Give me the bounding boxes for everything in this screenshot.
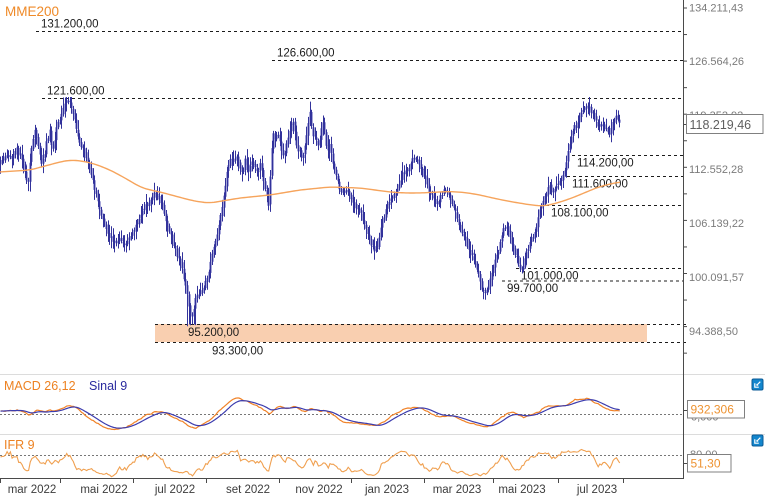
svg-text:111.600,00: 111.600,00 — [572, 179, 628, 191]
svg-text:932,306: 932,306 — [691, 403, 735, 417]
svg-text:108.100,00: 108.100,00 — [551, 208, 609, 220]
svg-text:jul 2022: jul 2022 — [154, 484, 195, 496]
svg-text:nov 2022: nov 2022 — [295, 484, 342, 496]
svg-text:mai 2022: mai 2022 — [80, 484, 127, 496]
svg-text:126.600,00: 126.600,00 — [277, 48, 335, 60]
svg-text:126.564,26: 126.564,26 — [689, 56, 744, 68]
svg-text:131.200,00: 131.200,00 — [41, 19, 99, 31]
svg-text:mar 2022: mar 2022 — [8, 484, 57, 496]
svg-text:set 2022: set 2022 — [226, 484, 270, 496]
svg-text:94.388,50: 94.388,50 — [689, 326, 738, 338]
svg-text:IFR 9: IFR 9 — [4, 438, 35, 452]
svg-text:jul 2023: jul 2023 — [576, 484, 617, 496]
svg-text:jan 2023: jan 2023 — [364, 484, 409, 496]
svg-text:MACD 26,12: MACD 26,12 — [4, 379, 76, 393]
svg-text:mai 2023: mai 2023 — [498, 484, 545, 496]
svg-text:112.552,28: 112.552,28 — [689, 164, 743, 176]
svg-text:95.200,00: 95.200,00 — [188, 327, 239, 339]
svg-text:121.600,00: 121.600,00 — [47, 86, 105, 98]
svg-text:106.139,22: 106.139,22 — [689, 218, 744, 230]
svg-text:99.700,00: 99.700,00 — [507, 283, 558, 295]
svg-text:134.211,43: 134.211,43 — [689, 3, 743, 15]
svg-text:MME200: MME200 — [5, 4, 59, 19]
svg-text:101.000,00: 101.000,00 — [521, 271, 579, 283]
svg-text:114.200,00: 114.200,00 — [577, 158, 634, 170]
svg-text:Sinal 9: Sinal 9 — [89, 379, 127, 393]
svg-text:100.091,57: 100.091,57 — [689, 272, 744, 284]
svg-text:93.300,00: 93.300,00 — [212, 346, 263, 358]
svg-text:51,30: 51,30 — [691, 457, 721, 471]
svg-text:mar 2023: mar 2023 — [433, 484, 482, 496]
svg-text:118.219,46: 118.219,46 — [690, 118, 752, 132]
